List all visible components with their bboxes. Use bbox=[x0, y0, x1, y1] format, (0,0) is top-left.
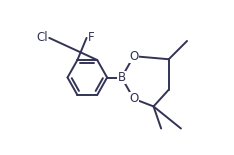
Text: F: F bbox=[88, 31, 95, 44]
Text: O: O bbox=[129, 50, 138, 63]
Text: O: O bbox=[129, 92, 138, 105]
Text: Cl: Cl bbox=[36, 31, 48, 44]
Text: B: B bbox=[117, 71, 126, 84]
